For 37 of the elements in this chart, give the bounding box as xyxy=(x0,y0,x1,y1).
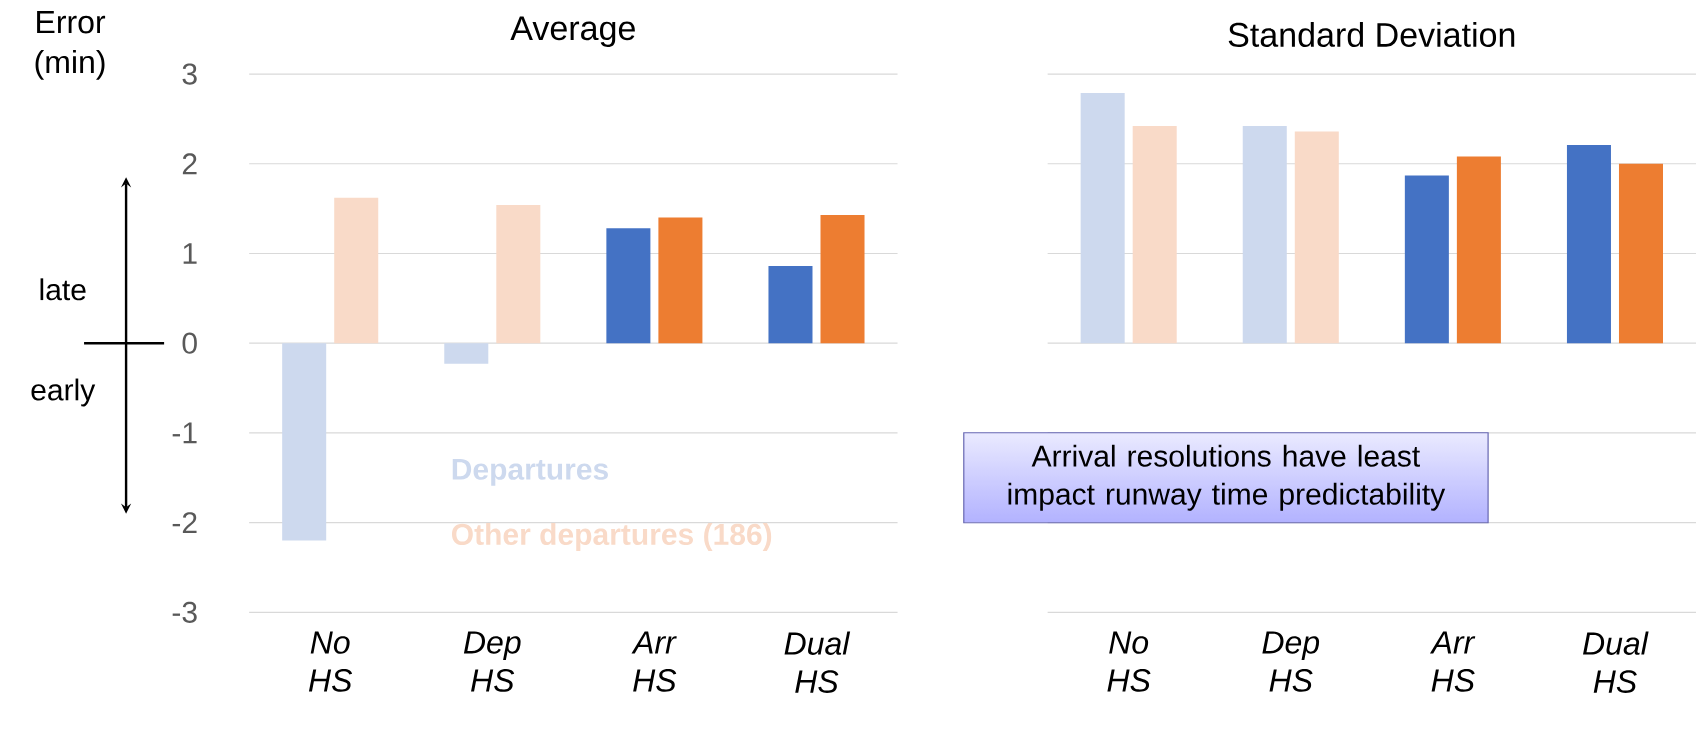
chart-title: Average xyxy=(510,16,635,47)
y-tick-label: -1 xyxy=(172,422,197,444)
bar xyxy=(658,217,703,343)
y-tick-label: 3 xyxy=(182,63,197,85)
bar xyxy=(1456,156,1501,343)
annotation: Arrival resolutions have least impact runway time predictability xyxy=(1008,444,1446,511)
y-tick-label: -3 xyxy=(172,601,197,623)
bar xyxy=(282,342,327,541)
y-tick-label: 1 xyxy=(183,242,197,264)
y-tick-label: 0 xyxy=(182,332,197,354)
x-tick-label: Arr HS xyxy=(631,631,677,692)
x-tick-label: Dep HS xyxy=(463,631,521,692)
bar xyxy=(1294,131,1339,343)
bar xyxy=(1404,175,1449,343)
bar xyxy=(606,228,651,343)
y-axis-title: Error (min) xyxy=(35,10,106,80)
x-tick-label: Dep HS xyxy=(1262,631,1320,692)
x-tick-label: Dual HS xyxy=(1583,631,1649,693)
x-tick-label: No HS xyxy=(308,631,353,692)
y-tick-label: 2 xyxy=(182,153,197,175)
bar xyxy=(334,197,379,343)
x-tick-label: Dual HS xyxy=(784,631,851,693)
bar xyxy=(496,204,541,343)
bar xyxy=(1132,125,1177,343)
bar xyxy=(1080,92,1125,343)
bar xyxy=(1566,144,1611,343)
bar xyxy=(768,265,813,343)
x-tick-label: Arr HS xyxy=(1429,631,1476,692)
text: early xyxy=(31,378,96,407)
bar xyxy=(820,214,865,343)
x-tick-label: No HS xyxy=(1107,631,1151,692)
text: late xyxy=(40,278,86,301)
y-tick-label: -2 xyxy=(172,511,197,533)
bar xyxy=(444,342,489,364)
bar xyxy=(1242,125,1287,343)
chart-title: Standard Deviation xyxy=(1228,21,1515,47)
bar xyxy=(1618,163,1663,343)
